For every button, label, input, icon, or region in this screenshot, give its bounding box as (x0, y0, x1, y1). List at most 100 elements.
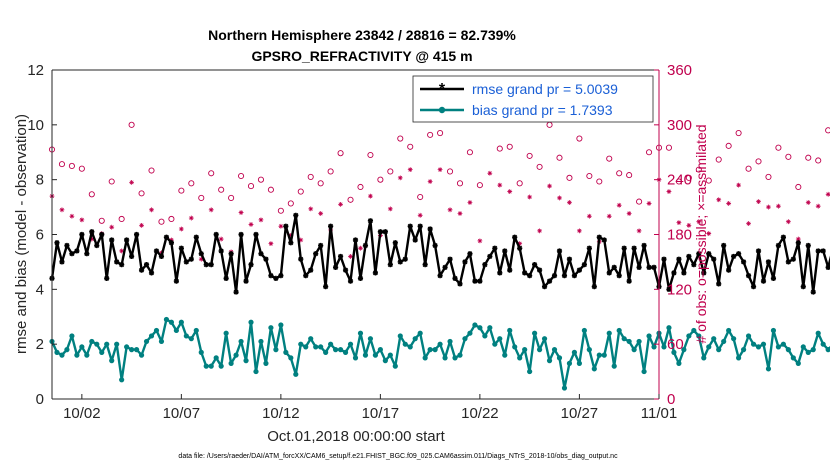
rmse-point (288, 240, 294, 246)
obs-possible-point (645, 149, 653, 156)
rmse-point (760, 278, 767, 284)
bias-point (522, 347, 528, 353)
rmse-point (745, 273, 752, 279)
bias-point (59, 352, 65, 358)
obs-assimilated-point (517, 241, 523, 247)
obs-possible-point (476, 182, 483, 189)
bias-point (691, 327, 697, 334)
bias-point (432, 347, 438, 353)
chart-title-line1: Northern Hemisphere 23842 / 28816 = 82.7… (208, 27, 516, 43)
rmse-point (750, 283, 757, 290)
bias-point (238, 338, 244, 345)
rmse-point (427, 226, 433, 232)
bias-point (447, 338, 453, 345)
rmse-point (800, 283, 806, 290)
rmse-point (198, 251, 204, 257)
obs-assimilated-point (447, 207, 453, 213)
bias-point (437, 341, 443, 347)
rmse-point (507, 267, 513, 273)
obs-assimilated-point (696, 219, 702, 225)
obs-assimilated-point (785, 219, 791, 225)
obs-possible-point (516, 180, 523, 187)
bias-point (507, 327, 513, 334)
obs-assimilated-point (815, 203, 821, 209)
bias-point (815, 330, 821, 336)
bias-point (661, 344, 667, 350)
obs-assimilated-point (149, 207, 154, 213)
y-axis-label-right: # of obs: o=possible; ×=assimilated (693, 124, 709, 343)
obs-possible-point (208, 170, 215, 177)
rmse-point (780, 234, 786, 240)
rmse-point (532, 262, 538, 268)
bias-point (591, 366, 597, 372)
bias-point (74, 352, 80, 358)
rmse-point (283, 223, 289, 229)
bias-point (233, 352, 239, 358)
obs-possible-point (178, 187, 185, 194)
rmse-point (616, 273, 622, 279)
obs-assimilated-point (547, 183, 552, 189)
obs-assimilated-point (576, 228, 582, 234)
bias-point (153, 327, 160, 334)
x-tick-label: 10/22 (461, 405, 499, 422)
obs-possible-point (397, 135, 404, 142)
obs-possible-point (88, 191, 95, 198)
obs-assimilated-point (477, 238, 483, 244)
obs-possible-point (616, 170, 623, 177)
bias-point (248, 319, 254, 325)
obs-assimilated-point (248, 222, 254, 227)
obs-possible-point (257, 176, 265, 183)
rmse-point (681, 270, 687, 276)
rmse-point (636, 264, 642, 270)
obs-possible-point (228, 194, 235, 201)
obs-possible-point (68, 162, 75, 170)
obs-possible-point (755, 158, 762, 165)
rmse-point (278, 273, 284, 279)
rmse-point (402, 256, 408, 262)
rmse-point (318, 242, 324, 249)
rmse-point (820, 248, 826, 254)
rmse-point (671, 270, 677, 276)
obs-possible-point (148, 167, 155, 174)
bias-point (686, 333, 692, 339)
rmse-point (825, 264, 830, 270)
legend-rmse-marker: * (439, 81, 446, 98)
rmse-point (59, 259, 65, 265)
obs-assimilated-point (606, 213, 612, 219)
rmse-point (114, 259, 120, 265)
rmse-point (248, 262, 254, 268)
obs-assimilated-point (298, 237, 304, 243)
rmse-point (447, 256, 453, 262)
rmse-point (357, 275, 364, 281)
bias-point (143, 338, 150, 345)
bias-point (293, 371, 299, 377)
obs-possible-point (795, 183, 802, 191)
obs-possible-point (586, 172, 593, 180)
rmse-point (467, 251, 473, 257)
series-layer (49, 212, 830, 391)
obs-assimilated-point (59, 207, 65, 213)
rmse-point (243, 278, 249, 284)
bias-point (641, 368, 647, 375)
obs-possible-point (277, 207, 284, 214)
bias-point (263, 360, 269, 366)
bias-point (457, 352, 463, 358)
bias-point (362, 352, 369, 358)
rmse-point (342, 267, 349, 273)
bias-point (541, 336, 548, 342)
bias-point (681, 347, 687, 353)
bias-point (785, 347, 791, 353)
bias-point (218, 363, 224, 369)
rmse-point (138, 267, 145, 273)
rmse-point (148, 270, 155, 276)
rmse-point (124, 237, 130, 243)
x-tick-label: 10/02 (63, 405, 101, 422)
obs-possible-point (775, 144, 782, 151)
obs-assimilated-point (706, 231, 712, 236)
bias-point (402, 341, 408, 347)
obs-assimilated-point (89, 236, 95, 242)
bias-point (124, 344, 130, 350)
obs-possible-point (466, 149, 473, 156)
legend-bias-label: bias grand pr = 1.7393 (472, 102, 613, 118)
bias-point (178, 319, 184, 325)
